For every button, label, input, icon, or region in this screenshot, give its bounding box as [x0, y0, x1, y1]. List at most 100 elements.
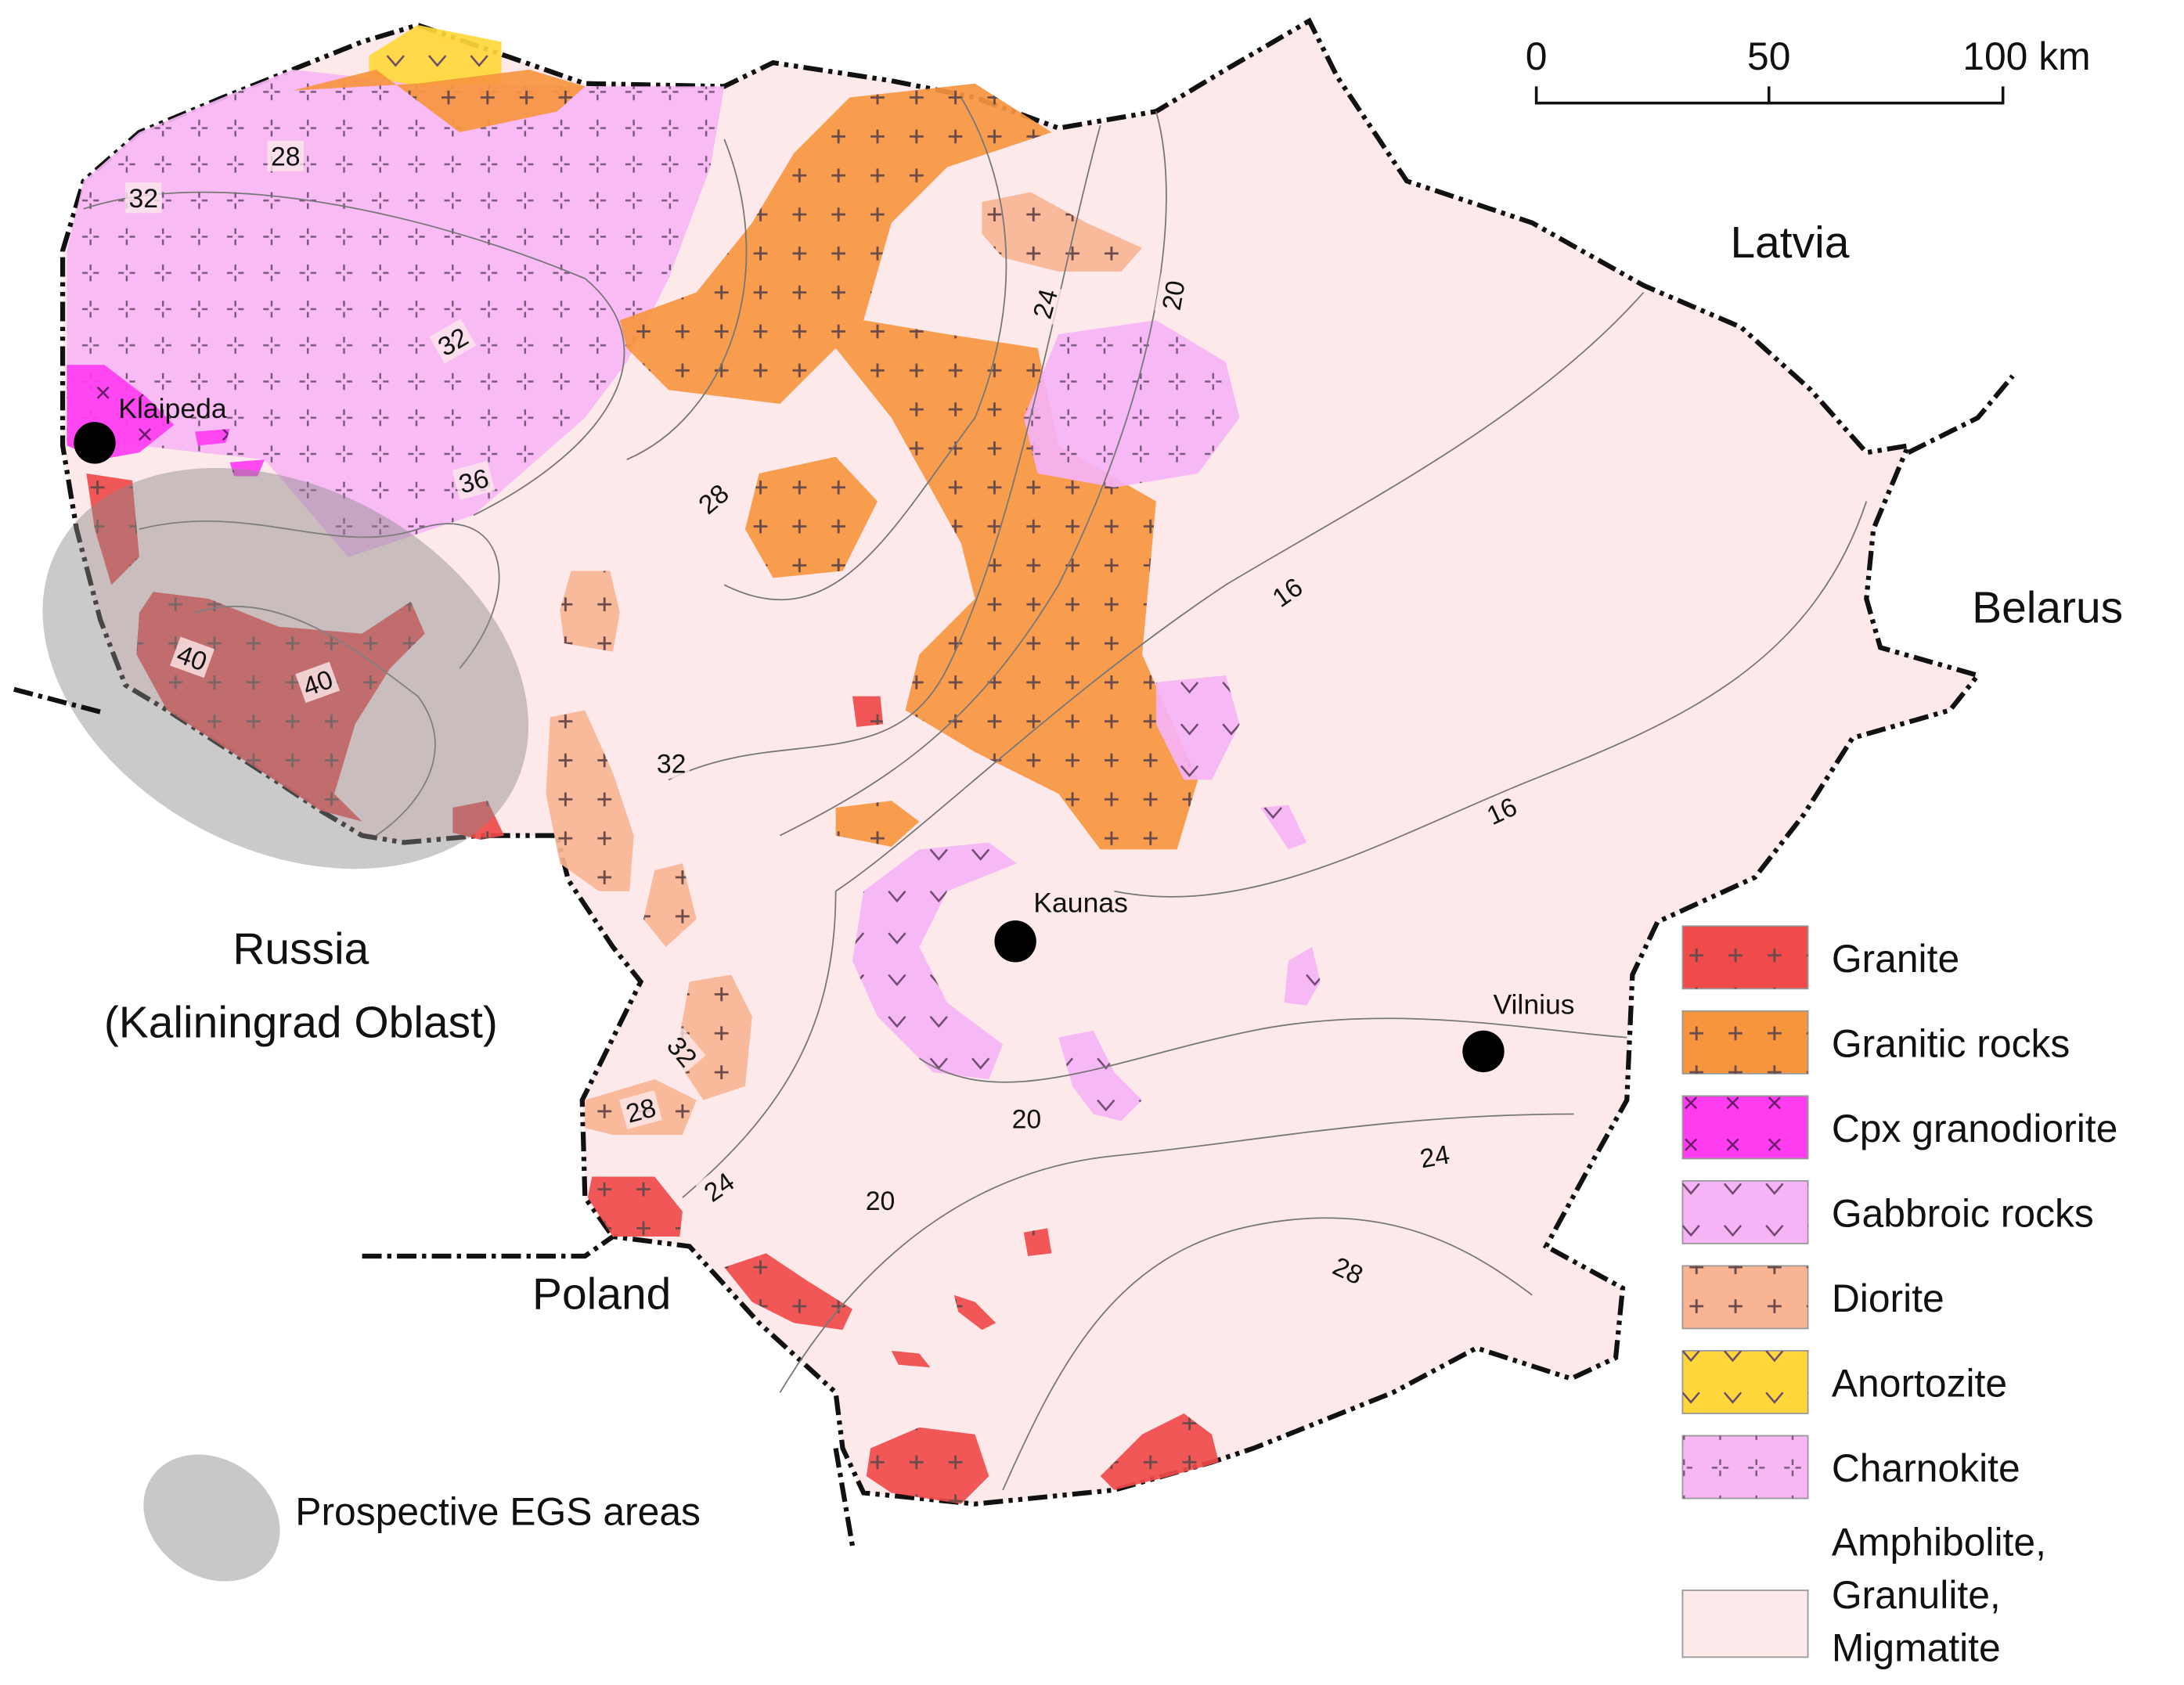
contour-line — [1002, 1217, 1533, 1491]
diorite-pattern — [643, 863, 697, 947]
city-marker — [1462, 1030, 1505, 1073]
gabbroic-pattern — [1284, 946, 1321, 1006]
russia-border — [13, 686, 106, 716]
legend-pattern — [1682, 1180, 1808, 1244]
legend-egs-swatch — [143, 1454, 280, 1582]
contour-line — [1114, 501, 1868, 898]
contour-label-bg — [170, 636, 214, 679]
granite-pattern — [953, 1294, 996, 1330]
legend-label: Cpx granodiorite — [1832, 1107, 2117, 1150]
legend-label: Charnokite — [1832, 1446, 2020, 1490]
legend-swatch — [1681, 1590, 1809, 1658]
country-label: Latvia — [1730, 218, 1849, 268]
contour-label-bg — [1478, 789, 1525, 833]
legend-pattern — [1682, 1096, 1808, 1159]
legend-pattern — [1682, 1350, 1808, 1414]
belarus-border — [833, 1447, 856, 1546]
anortozite-pattern — [369, 25, 502, 87]
granite-pattern — [852, 696, 884, 727]
contour-label-bg — [694, 1163, 743, 1210]
contour-label-bg — [659, 1028, 706, 1075]
contour-label-bg — [689, 475, 737, 522]
granite-pattern — [1023, 1228, 1052, 1256]
gabbroic-pattern — [1058, 1030, 1143, 1122]
contour-label: 28 — [623, 1093, 659, 1129]
country-label: (Kaliningrad Oblast) — [104, 998, 498, 1048]
cpx-granodiorite-pattern — [195, 429, 230, 446]
contour-label-bg — [653, 747, 690, 779]
latvia-border — [1907, 374, 2015, 455]
gabbroic-pattern — [852, 842, 1017, 1079]
contour-label: 20 — [1157, 279, 1191, 313]
granite-pattern — [86, 473, 139, 585]
city-label: Vilnius — [1493, 988, 1574, 1020]
legend-label: Granulite, — [1832, 1573, 2001, 1617]
city-marker — [74, 422, 116, 464]
contour-line — [682, 891, 837, 1198]
contour-label-bg — [295, 661, 341, 704]
contour-label-bg — [267, 140, 304, 171]
contour-label: 24 — [1028, 286, 1064, 322]
legend-label: Amphibolite, — [1832, 1521, 2046, 1564]
granite-pattern — [866, 1427, 989, 1504]
contour-line — [723, 97, 1007, 601]
contour-label: 32 — [128, 184, 158, 214]
legend-label: Anortozite — [1832, 1362, 2007, 1406]
egs-area — [42, 467, 529, 870]
contour-label: 28 — [271, 142, 301, 172]
granitic-pattern — [619, 83, 1198, 850]
contour-line — [780, 111, 1167, 837]
legend-pattern — [1682, 1010, 1808, 1074]
granitic-pattern — [744, 456, 878, 578]
contour-label-bg — [619, 1090, 662, 1130]
diorite-pattern — [982, 192, 1143, 272]
city-label: Klaipeda — [118, 393, 227, 424]
contour-line — [918, 1017, 1627, 1083]
city-marker — [994, 920, 1036, 963]
poland-border — [362, 1234, 614, 1259]
contour-label-bg — [1263, 568, 1311, 615]
contour-label-bg — [429, 319, 477, 364]
contour-line — [626, 139, 748, 460]
contour-line — [194, 605, 436, 837]
granitic-pattern — [835, 801, 920, 847]
granite-pattern — [452, 801, 505, 840]
diorite-pattern — [546, 710, 634, 891]
contour-line — [835, 292, 1645, 892]
granite-pattern — [891, 1350, 931, 1368]
diorite-pattern — [560, 571, 620, 652]
contour-label: 32 — [657, 750, 687, 779]
contour-label: 20 — [1012, 1104, 1042, 1134]
contour-label-bg — [1025, 282, 1065, 326]
scale-bar — [1534, 86, 2005, 105]
contour-label-bg — [1008, 1103, 1045, 1134]
contour-line — [139, 520, 500, 669]
cpx-granodiorite-pattern — [229, 459, 265, 477]
gabbroic-pattern — [1260, 805, 1307, 850]
contour-line — [83, 191, 625, 517]
contour-label-bg — [1414, 1137, 1455, 1175]
diorite-pattern — [675, 974, 752, 1100]
contour-line — [779, 1113, 1574, 1393]
legend-pattern — [1682, 1266, 1808, 1329]
city-label: Kaunas — [1033, 887, 1128, 918]
legend-egs-label: Prospective EGS areas — [295, 1489, 701, 1533]
contour-label: 20 — [866, 1186, 896, 1216]
contour-label-bg — [452, 460, 496, 500]
charnokite-pattern — [67, 69, 725, 557]
granitic-pattern — [292, 69, 586, 133]
scale-label: 50 — [1747, 34, 1790, 78]
legend-label: Diorite — [1832, 1276, 1944, 1320]
contour-label-bg — [862, 1185, 899, 1216]
legend-label: Migmatite — [1832, 1626, 2001, 1670]
granite-pattern — [724, 1253, 852, 1330]
granite-pattern — [1100, 1413, 1219, 1490]
contour-label-bg — [1154, 275, 1191, 316]
legend-label: Gabbroic rocks — [1832, 1192, 2094, 1236]
country-label: Belarus — [1972, 582, 2123, 632]
scale-label: 0 — [1526, 34, 1548, 78]
contour-line — [668, 124, 1101, 781]
